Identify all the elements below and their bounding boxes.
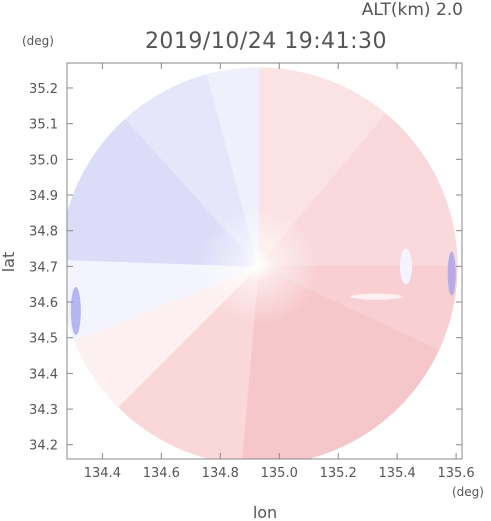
- plot-frame: [66, 62, 463, 460]
- plot-area: [67, 67, 458, 459]
- y-axis-label: lat: [0, 252, 18, 273]
- x-tick-label: 134.8: [202, 466, 239, 481]
- edge-echo-east: [447, 251, 456, 296]
- x-tick-label: 135.0: [261, 466, 298, 481]
- echo-streak: [350, 293, 403, 300]
- x-unit-label: (deg): [452, 485, 484, 499]
- altitude-label: ALT(km) 2.0: [362, 0, 463, 20]
- echo-patch: [399, 248, 412, 285]
- x-tick-label: 135.6: [437, 466, 474, 481]
- y-tick-label: 35.0: [29, 153, 58, 168]
- y-tick-label: 35.1: [29, 118, 58, 133]
- edge-echo-west: [70, 286, 81, 335]
- y-tick-label: 34.6: [29, 296, 58, 311]
- x-axis-label: lon: [253, 503, 277, 521]
- y-tick-label: 34.9: [29, 189, 58, 204]
- x-tick-label: 134.6: [143, 466, 180, 481]
- y-tick-label: 34.5: [29, 332, 58, 347]
- y-tick-label: 34.4: [29, 367, 58, 382]
- x-tick-label: 135.4: [379, 466, 416, 481]
- axis-ticks: 134.4 134.6 134.8 135.0 135.2 135.4 135.6 34.2 3…: [29, 63, 475, 481]
- y-tick-label: 34.3: [29, 403, 58, 418]
- velocity-field: [67, 67, 458, 459]
- y-tick-label: 34.2: [29, 439, 58, 454]
- y-unit-label: (deg): [22, 34, 54, 48]
- x-tick-label: 135.2: [320, 466, 357, 481]
- y-tick-label: 34.7: [29, 260, 58, 275]
- timestamp-title: 2019/10/24 19:41:30: [145, 29, 387, 54]
- y-tick-label: 35.2: [29, 82, 58, 97]
- x-tick-label: 134.4: [84, 466, 121, 481]
- y-tick-label: 34.8: [29, 225, 58, 240]
- zero-velocity-center: [67, 67, 458, 459]
